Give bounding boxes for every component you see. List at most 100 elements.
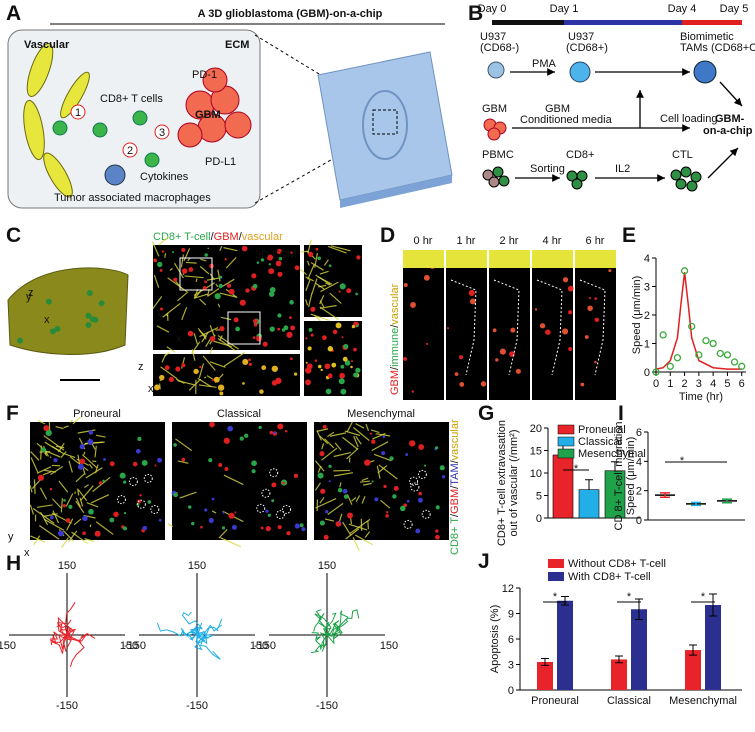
cell-spot [242,359,248,365]
label: CTL [672,149,693,161]
cell-spot [109,518,114,523]
cell-spot [410,302,416,308]
cell-spot [219,284,223,288]
cell-spot [181,458,185,462]
time-label: 4 hr [543,235,562,247]
axis-letter: x [24,547,30,559]
cell-spot [253,319,258,324]
cell-spot [41,447,46,452]
vessel-fiber [165,253,166,257]
cell-spot [516,369,521,374]
cell-spot [371,440,375,444]
cell-spot [495,358,498,361]
cell-spot [66,518,71,523]
cell-spot [364,459,370,465]
bar [705,605,721,690]
x-tick-label: 5 [724,378,730,390]
cell-spot [343,357,348,362]
cell-spot [218,384,224,390]
cell-spot [306,362,308,364]
x-tick-label: Mesenchymal [669,695,737,707]
x-tick-label: 6 [739,378,745,390]
step-number: 3 [159,127,165,139]
cell-spot [261,365,266,370]
cell-spot [568,286,574,292]
cell-spot [165,365,170,370]
label: (CD68-) [480,42,519,54]
cell-spot [277,423,283,429]
cell-spot [424,275,430,281]
cell-spot [256,336,262,342]
cell-spot [320,521,325,526]
cell-spot [404,283,408,287]
label: 3D ECM [255,249,297,261]
cell-spot [142,460,148,466]
bar [553,455,573,518]
axis-tick-label: 150 [318,560,336,572]
vessel-band [575,250,616,268]
cell-spot [326,389,332,395]
cell-spot [234,317,239,322]
step-number: 2 [127,145,133,157]
y-tick-label: 0 [636,515,642,527]
y-tick-label: 12 [502,583,514,595]
cell-spot [328,465,331,468]
label: PMA [532,58,557,70]
cell-spot [199,366,201,368]
y-tick-label: 3 [508,660,514,672]
cell-spot [385,514,389,518]
cell-spot [215,293,221,299]
cell-spot [269,263,271,265]
cell-spot [316,248,319,251]
cell-spot [347,513,353,519]
cell-spot [290,357,293,360]
cell-spot [426,343,428,345]
cell-spot [545,329,551,335]
cell-spot [343,489,348,494]
cell-spot [286,332,292,338]
cell-spot [209,422,215,428]
cell-spot [308,346,312,350]
cell-spot [139,494,141,496]
legend-swatch [558,449,574,458]
cell-spot [95,531,101,537]
cell-spot [469,290,475,296]
subpanel-title: Classical [217,408,261,420]
cell-spot [301,527,305,531]
cell-spot [212,498,215,501]
cell-spot [271,499,274,502]
panel-label: E [622,224,636,247]
panel-label: G [478,402,494,425]
cell-spot [124,512,126,514]
axis-tick-label: 150 [380,640,398,652]
label: GBM- [715,113,745,125]
channel: CD8+ T [449,517,461,555]
cell-spot [447,327,449,329]
step-number: 1 [75,107,81,119]
cell-spot [219,391,223,395]
cell-spot [85,313,91,319]
cell-spot [245,288,249,292]
vessel-band [489,250,530,268]
y-axis-label: Apoptosis (%) [489,605,501,673]
cell-spot [123,481,126,484]
cell-spot [415,529,420,534]
cell-spot [418,498,423,503]
cell-spot [333,330,338,335]
x-tick-label: Proneural [531,695,579,707]
track [327,611,348,635]
cell-spot [346,288,351,293]
cell-spot [229,289,235,295]
cell-spot [352,325,355,328]
time-label: 0 hr [414,235,433,247]
cell-spot [89,430,94,435]
cell-spot [214,377,220,383]
cell-spot [459,382,464,387]
cell-spot [585,335,589,339]
cell-spot [204,253,208,257]
cell-spot [88,509,94,515]
y-axis-label: CD 8+ T-cell migration [613,422,625,531]
cell-spot [442,475,445,478]
micrograph [575,250,616,400]
cell-spot [227,284,231,288]
